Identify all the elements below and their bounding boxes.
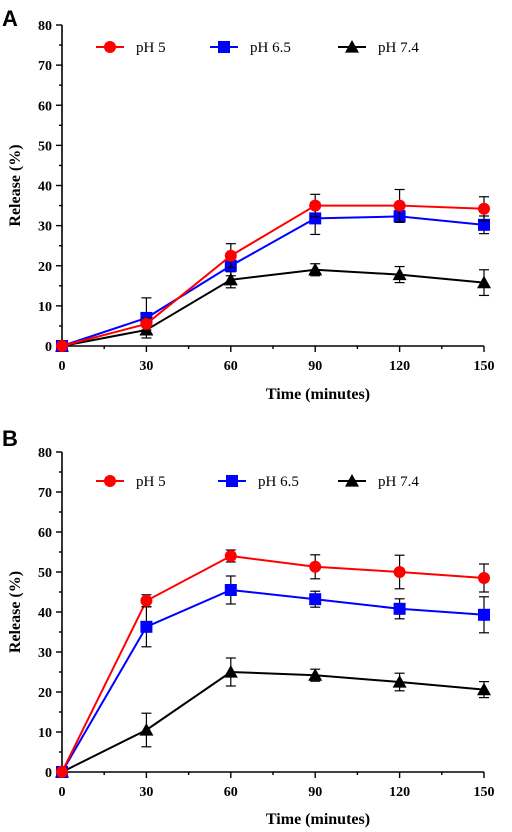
x-tick-label: 60 xyxy=(224,359,238,374)
x-axis-title: Time (minutes) xyxy=(266,386,370,403)
data-point xyxy=(224,550,237,562)
x-tick-label: 120 xyxy=(389,785,410,800)
y-tick-label: 10 xyxy=(38,300,52,315)
series-line xyxy=(61,670,485,773)
y-axis-title: Release (%) xyxy=(7,144,24,226)
legend-label: pH 5 xyxy=(136,474,166,490)
series-ph-6-5 xyxy=(56,575,490,778)
panel-letter: A xyxy=(2,6,18,31)
data-point xyxy=(139,723,154,736)
data-point xyxy=(309,199,322,212)
legend-label: pH 6.5 xyxy=(258,474,299,490)
data-point xyxy=(224,249,237,262)
legend-label: pH 6.5 xyxy=(250,40,291,56)
series-line xyxy=(61,268,485,347)
data-point xyxy=(393,602,406,615)
x-tick-label: 30 xyxy=(139,359,153,374)
data-point xyxy=(477,682,491,696)
x-tick-label: 90 xyxy=(308,785,322,800)
legend-label: pH 7.4 xyxy=(378,40,419,56)
y-tick-label: 20 xyxy=(38,686,52,701)
x-tick-label: 150 xyxy=(474,785,495,800)
series-ph-7-4 xyxy=(55,657,491,778)
x-tick-label: 120 xyxy=(389,359,410,374)
data-point xyxy=(140,620,153,633)
chart-panel-a: A 0 10 20 30 40 50 60 70 80 0 30 60 90 120 150 Time (min… xyxy=(2,6,495,403)
data-point xyxy=(223,272,238,286)
y-tick-label: 60 xyxy=(38,99,52,114)
data-point xyxy=(308,262,323,276)
data-point xyxy=(478,572,490,584)
data-point xyxy=(477,275,491,289)
y-tick-label: 80 xyxy=(38,19,52,34)
data-point xyxy=(224,584,237,596)
series-line xyxy=(61,204,485,347)
y-tick-label: 40 xyxy=(38,180,52,195)
series-ph-7-4 xyxy=(55,262,491,352)
y-tick-label: 30 xyxy=(38,646,52,661)
y-tick-label: 70 xyxy=(38,486,52,501)
x-tick-label: 150 xyxy=(474,359,495,374)
legend-marker xyxy=(345,40,359,53)
y-tick-label: 80 xyxy=(38,446,52,461)
y-tick-label: 40 xyxy=(38,606,52,621)
x-tick-label: 0 xyxy=(59,785,66,800)
series-line xyxy=(61,554,485,773)
y-tick-label: 50 xyxy=(38,139,52,154)
series-line xyxy=(61,588,485,773)
x-tick-label: 0 xyxy=(59,359,66,374)
data-point xyxy=(140,594,153,607)
data-point xyxy=(309,593,322,606)
legend-marker xyxy=(218,41,230,53)
legend-marker xyxy=(345,474,359,487)
legend-label: pH 7.4 xyxy=(378,474,419,490)
legend-marker xyxy=(104,41,116,53)
data-point xyxy=(309,560,322,573)
y-tick-label: 70 xyxy=(38,59,52,74)
legend-marker xyxy=(104,475,116,487)
y-tick-label: 20 xyxy=(38,260,52,275)
data-point xyxy=(392,675,407,688)
data-point xyxy=(223,665,238,678)
y-tick-label: 0 xyxy=(45,766,52,781)
y-tick-label: 0 xyxy=(45,340,52,355)
data-point xyxy=(56,766,68,778)
x-tick-label: 90 xyxy=(308,359,322,374)
data-point xyxy=(478,202,490,215)
data-point xyxy=(56,340,68,352)
data-point xyxy=(309,212,322,225)
y-tick-label: 60 xyxy=(38,526,52,541)
series-line xyxy=(61,215,485,347)
chart-panel-b: B 0 10 20 30 40 50 60 70 80 0 30 60 90 120 150 Time (min… xyxy=(2,426,495,828)
panel-letter: B xyxy=(2,426,18,451)
y-tick-label: 10 xyxy=(38,726,52,741)
data-point xyxy=(308,668,323,681)
legend: pH 5 pH 6.5 pH 7.4 xyxy=(96,474,419,490)
x-tick-label: 30 xyxy=(139,785,153,800)
series-ph-5 xyxy=(56,188,490,352)
legend-marker xyxy=(226,475,238,487)
x-axis-title: Time (minutes) xyxy=(266,811,370,828)
y-axis-title: Release (%) xyxy=(7,571,24,653)
data-point xyxy=(140,317,153,330)
data-point xyxy=(393,566,406,578)
x-tick-label: 60 xyxy=(224,785,238,800)
y-tick-label: 30 xyxy=(38,220,52,235)
data-point xyxy=(393,199,406,212)
data-point xyxy=(478,218,490,231)
data-point xyxy=(478,608,490,621)
legend-label: pH 5 xyxy=(136,40,166,56)
y-tick-label: 50 xyxy=(38,566,52,581)
legend: pH 5 pH 6.5 pH 7.4 xyxy=(96,40,419,56)
series-ph-5 xyxy=(56,549,490,778)
data-point xyxy=(392,267,407,281)
